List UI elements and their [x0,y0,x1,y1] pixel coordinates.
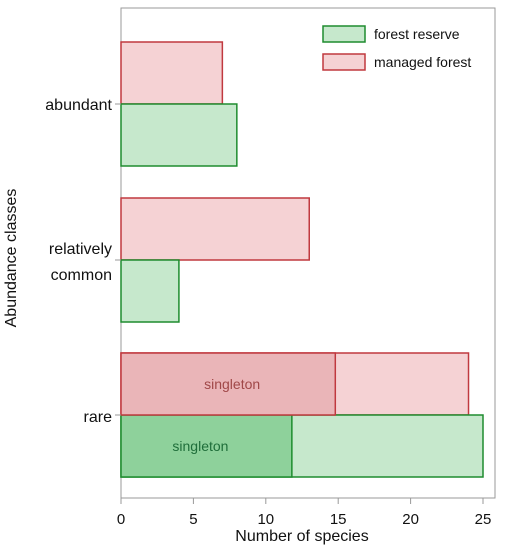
category-label: abundant [45,97,112,114]
x-tick-label: 25 [475,511,492,528]
singleton-label: singleton [172,438,228,454]
bar-forest-reserve-1 [120,259,180,323]
x-tick-label: 10 [257,511,274,528]
bar-managed-forest-1 [120,197,310,261]
singleton-label: singleton [204,376,260,392]
bar-forest-reserve-0 [120,103,238,167]
legend-label-forest-reserve: forest reserve [374,26,460,42]
x-tick-label: 20 [402,511,419,528]
category-label: rare [84,409,113,426]
legend-label-managed-forest: managed forest [374,54,471,70]
x-tick-label: 0 [117,511,125,528]
y-axis-label: Abundance classes [3,189,20,328]
x-tick-label: 5 [189,511,197,528]
legend-swatch-forest-reserve [322,25,366,43]
legend-swatch-managed-forest [322,53,366,71]
x-axis-label: Number of species [235,528,368,545]
category-label: common [51,267,112,284]
category-label: relatively [49,241,112,258]
x-tick-label: 15 [330,511,347,528]
segment-singleton-managed-forest [120,352,337,416]
bar-managed-forest-0 [120,41,224,105]
